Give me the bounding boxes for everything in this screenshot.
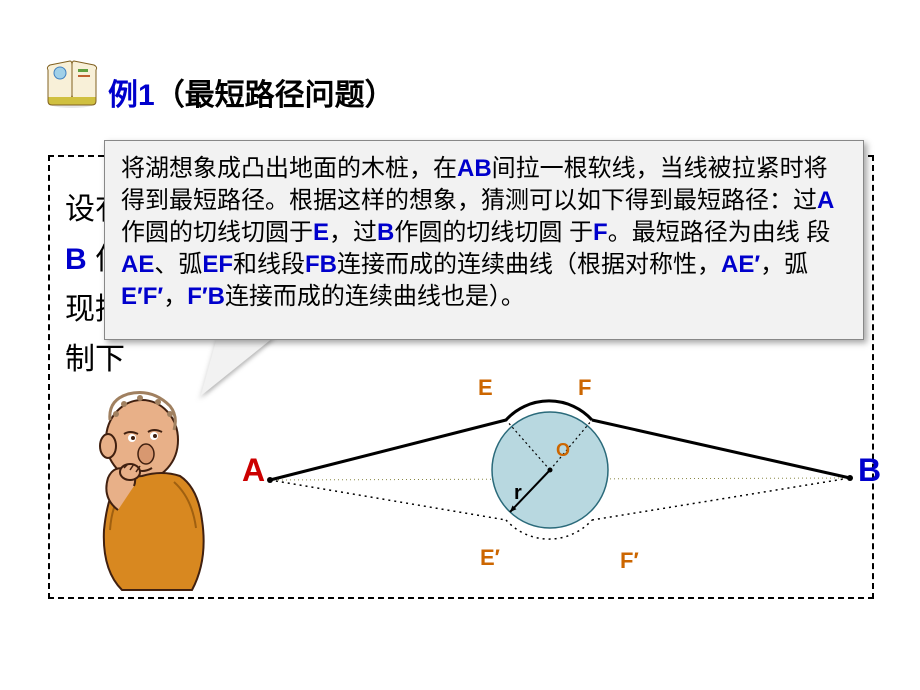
title-example-prefix: 例: [108, 79, 138, 112]
speech-bubble: 将湖想象成凸出地面的木桩，在AB间拉一根软线，当线被拉紧时将得到最短路径。根据这…: [104, 140, 864, 340]
label-e-prime: E′: [480, 545, 500, 571]
label-b: B: [858, 452, 881, 489]
point-b-dot: [847, 475, 853, 481]
geometry-diagram: A B O E F E′ F′ r: [250, 370, 870, 590]
diagram-svg: [250, 370, 870, 590]
label-f: F: [578, 375, 591, 401]
title-subtitle: （最短路径问题）: [155, 79, 395, 112]
label-e: E: [478, 375, 493, 401]
book-icon: [42, 55, 102, 110]
label-a: A: [242, 452, 265, 489]
line-fb: [592, 420, 850, 478]
slide-container: 例1（最短路径问题） 设有 B 位 现拟 制下 将湖想象成凸出地面的木桩，在AB…: [0, 0, 920, 690]
thinking-man-icon: [52, 370, 222, 600]
label-r: r: [514, 482, 522, 505]
point-a-dot: [267, 477, 273, 483]
title-example-number: 1: [138, 79, 155, 112]
line-ae: [270, 420, 506, 480]
bg-line2-b: B: [65, 243, 87, 276]
slide-title: 例1（最短路径问题）: [108, 70, 395, 114]
label-o: O: [556, 440, 570, 461]
line-fp-b: [592, 478, 850, 520]
label-f-prime: F′: [620, 548, 639, 574]
line-ae-prime: [270, 480, 506, 520]
speech-content: 将湖想象成凸出地面的木桩，在AB间拉一根软线，当线被拉紧时将得到最短路径。根据这…: [121, 155, 834, 310]
center-dot: [548, 468, 553, 473]
